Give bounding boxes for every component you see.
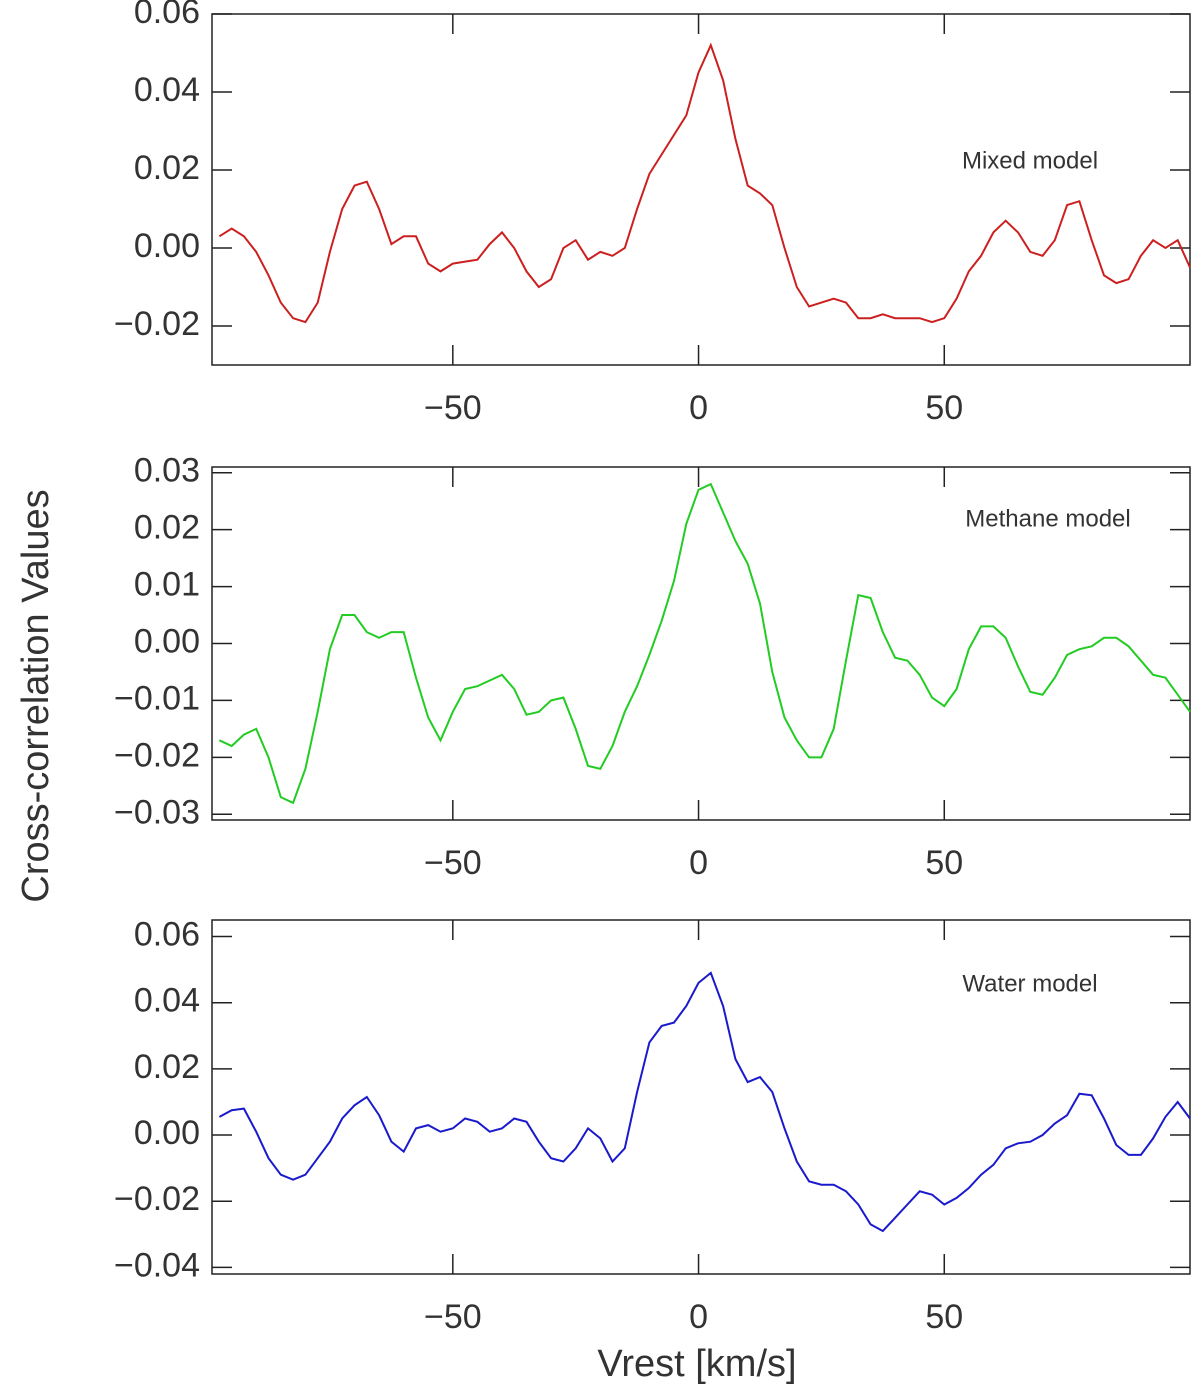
- x-tick-label: −50: [424, 844, 482, 882]
- plot-frame: [211, 13, 1191, 366]
- y-tick-label: 0.00: [134, 1114, 200, 1152]
- x-axis-label: Vrest [km/s]: [597, 1343, 796, 1385]
- x-tick-label: −50: [424, 1298, 482, 1336]
- x-tick-label: 0: [689, 389, 708, 427]
- x-tick-label: 0: [689, 844, 708, 882]
- x-tick-label: −50: [424, 389, 482, 427]
- y-axis-label: Cross-correlation Values: [15, 489, 57, 902]
- y-tick-label: 0.06: [134, 916, 200, 954]
- y-tick-label: 0.00: [134, 227, 200, 265]
- annotation: Methane model: [965, 505, 1130, 532]
- y-tick-label: 0.01: [134, 566, 200, 604]
- x-tick-label: 50: [925, 389, 963, 427]
- y-tick-label: −0.02: [114, 1180, 200, 1218]
- y-tick-label: −0.04: [114, 1246, 200, 1284]
- y-tick-label: 0.02: [134, 509, 200, 547]
- y-tick-label: 0.03: [134, 452, 200, 490]
- y-tick-label: −0.03: [114, 793, 200, 831]
- annotation: Mixed model: [962, 147, 1098, 174]
- data-line: [218, 971, 1191, 1233]
- annotation: Water model: [962, 970, 1097, 997]
- y-tick-label: 0.00: [134, 622, 200, 660]
- plot-frame: [211, 919, 1191, 1275]
- data-line: [218, 42, 1191, 324]
- y-tick-label: 0.04: [134, 71, 200, 109]
- y-tick-label: −0.02: [114, 736, 200, 774]
- y-tick-label: 0.02: [134, 149, 200, 187]
- x-tick-label: 0: [689, 1298, 708, 1336]
- x-tick-label: 50: [925, 844, 963, 882]
- x-tick-label: 50: [925, 1298, 963, 1336]
- data-line: [218, 482, 1191, 805]
- y-tick-label: −0.02: [114, 305, 200, 343]
- y-tick-label: 0.04: [134, 982, 200, 1020]
- y-tick-label: 0.02: [134, 1048, 200, 1086]
- y-tick-label: −0.01: [114, 679, 200, 717]
- y-tick-label: 0.06: [134, 0, 200, 31]
